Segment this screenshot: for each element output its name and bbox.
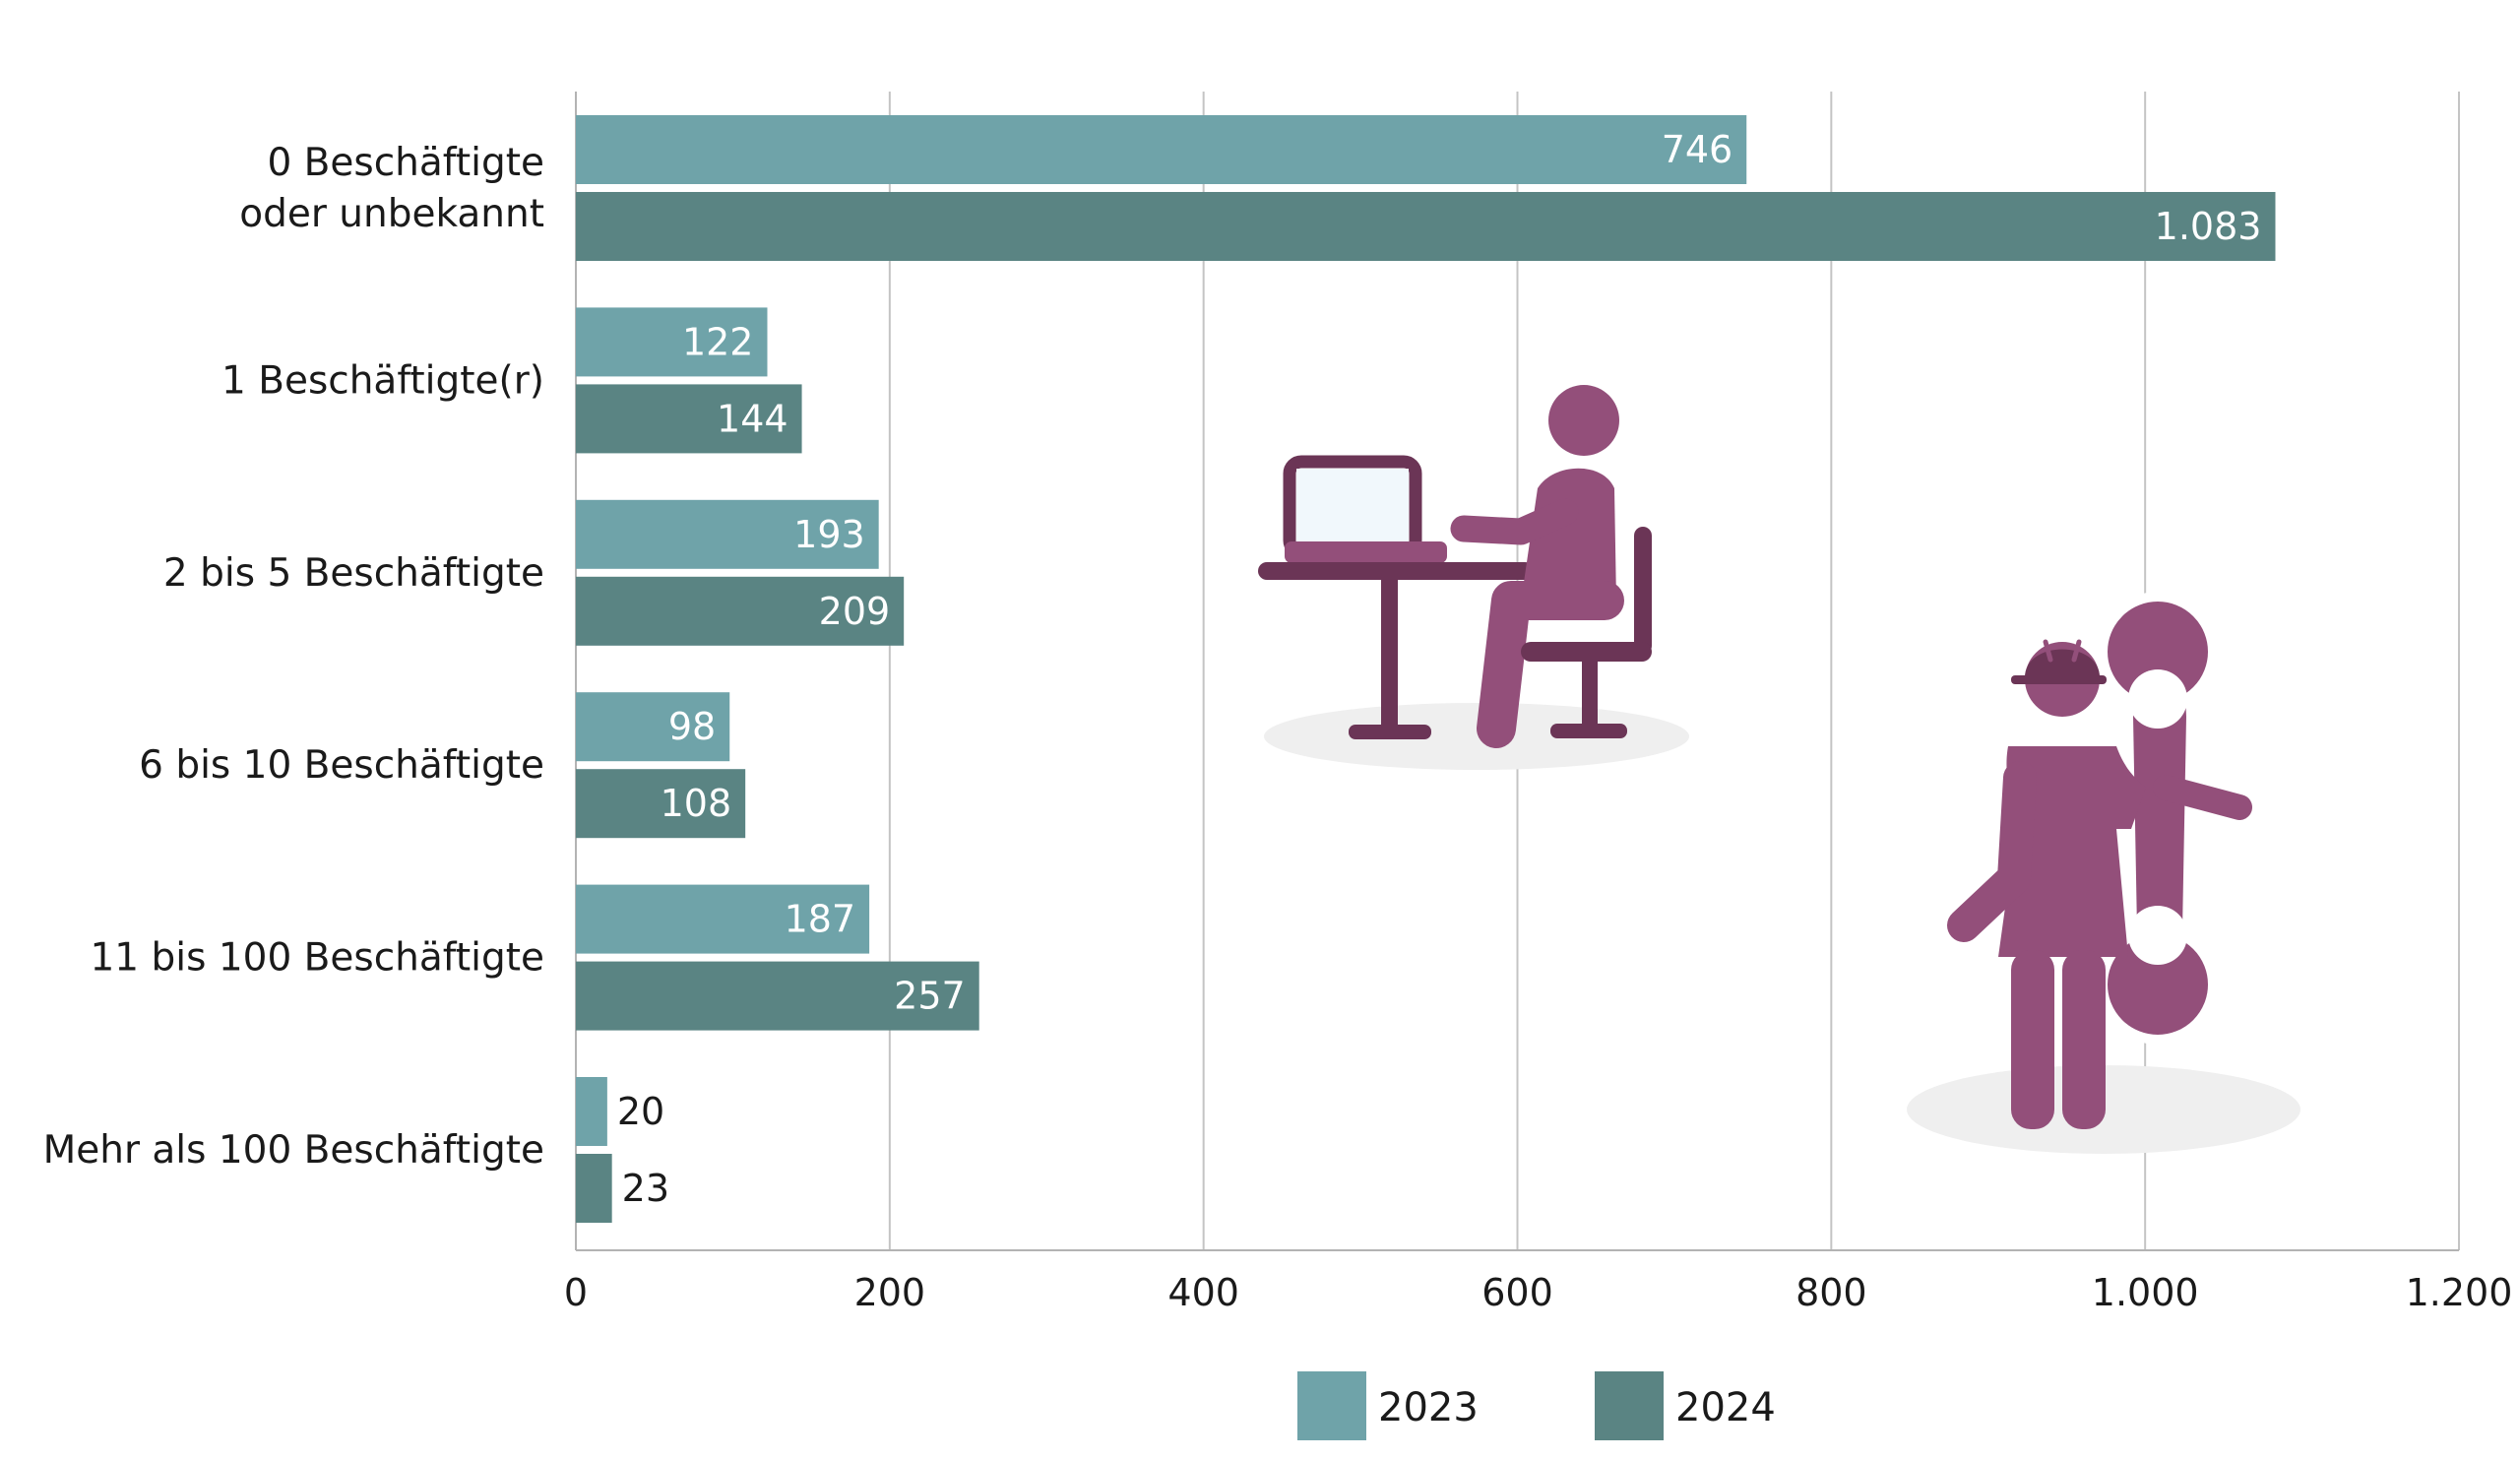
x-axis-tick-labels: 0 200 400 600 800 1.000 1.200 — [564, 1271, 2512, 1314]
category-label: 1 Beschäftigte(r) — [221, 358, 544, 403]
legend-label-2024: 2024 — [1675, 1385, 1776, 1430]
category-label: 0 Beschäftigte oder unbekannt — [239, 141, 544, 236]
data-label: 108 — [661, 782, 732, 825]
bar-2023-0 — [576, 115, 1747, 184]
data-label: 20 — [617, 1090, 664, 1133]
category-label: Mehr als 100 Beschäftigte — [43, 1128, 544, 1173]
bar-2024-2 — [576, 576, 905, 646]
legend-swatch-2024 — [1595, 1371, 1664, 1440]
x-tick-label: 1.200 — [2406, 1271, 2513, 1314]
bar-2023-4 — [576, 884, 870, 954]
bar-2023-2 — [576, 499, 879, 569]
bar-2024-0 — [576, 192, 2276, 261]
category-label: 6 bis 10 Beschäftigte — [139, 743, 544, 788]
category-label: 11 bis 100 Beschäftigte — [90, 936, 544, 981]
data-label: 746 — [1662, 128, 1733, 171]
bar-2023-1 — [576, 307, 768, 377]
data-label: 98 — [668, 705, 716, 748]
legend: 2023 2024 — [1297, 1371, 1776, 1440]
data-label: 23 — [622, 1167, 669, 1210]
x-tick-label: 400 — [1167, 1271, 1239, 1314]
category-labels: 0 Beschäftigte oder unbekannt 1 Beschäftig… — [43, 141, 544, 1173]
x-tick-label: 600 — [1481, 1271, 1553, 1314]
bar-2024-5 — [576, 1154, 612, 1223]
bar-2023-5 — [576, 1077, 607, 1146]
x-tick-label: 0 — [564, 1271, 588, 1314]
category-label: 2 bis 5 Beschäftigte — [163, 551, 544, 596]
bar-2024-4 — [576, 961, 979, 1031]
bar-2023-3 — [576, 692, 730, 762]
legend-swatch-2023 — [1297, 1371, 1366, 1440]
worker-with-wrench-icon — [1907, 592, 2300, 1154]
data-label: 209 — [819, 590, 891, 633]
bar-2024-3 — [576, 769, 746, 839]
x-tick-label: 200 — [854, 1271, 926, 1314]
data-label: 122 — [682, 320, 754, 363]
data-label: 193 — [793, 513, 865, 556]
data-label: 257 — [894, 975, 966, 1018]
bar-2024-1 — [576, 384, 802, 454]
data-label: 144 — [717, 397, 788, 440]
person-at-desk-icon — [1258, 385, 1689, 770]
x-tick-label: 800 — [1796, 1271, 1867, 1314]
legend-label-2023: 2023 — [1378, 1385, 1479, 1430]
x-tick-label: 1.000 — [2092, 1271, 2199, 1314]
data-label: 1.083 — [2155, 205, 2262, 248]
data-label: 187 — [785, 898, 856, 941]
bars: 746 1.083 122 144 193 209 98 108 187 257 20 23 — [576, 115, 2276, 1223]
